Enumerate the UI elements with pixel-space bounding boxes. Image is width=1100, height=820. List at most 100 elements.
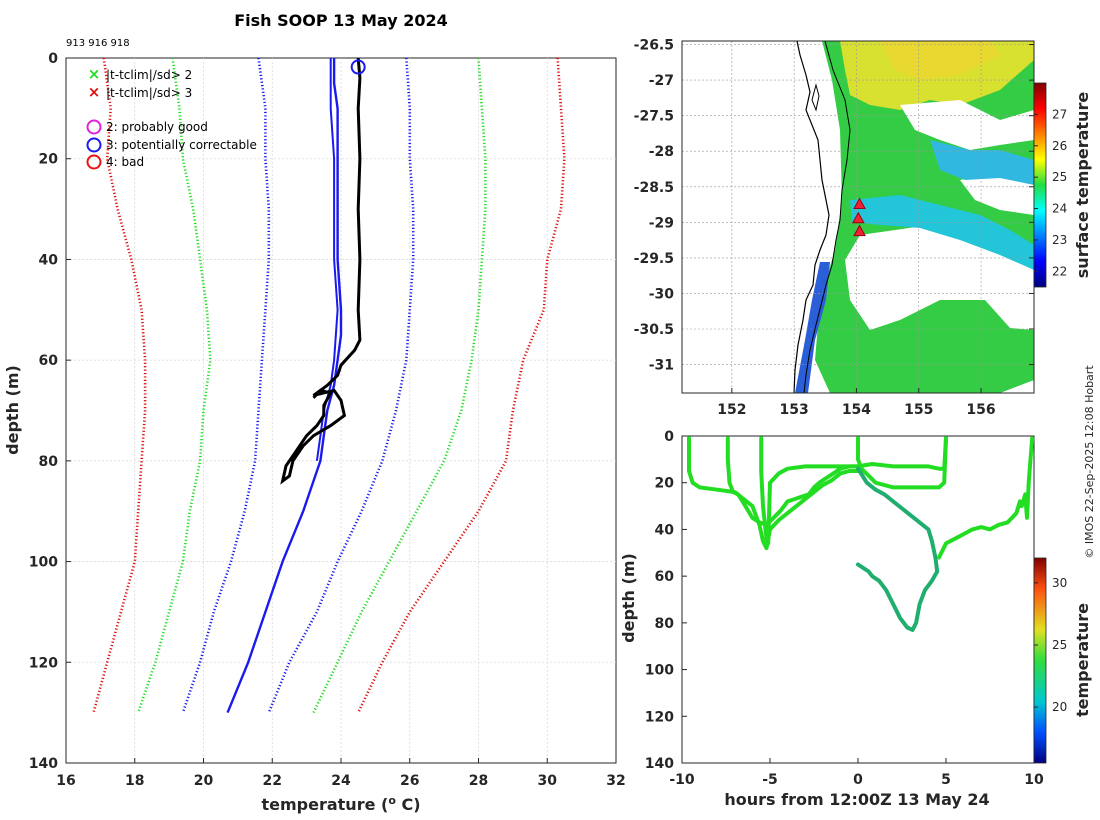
x-tick-label: -10 xyxy=(669,772,695,788)
colorbar-tick-label: 25 xyxy=(1052,638,1067,652)
track-dive-4 xyxy=(856,436,948,490)
y-tick-label: 100 xyxy=(29,555,58,571)
x-tick-label: 22 xyxy=(263,773,282,789)
figure-title: Fish SOOP 13 May 2024 xyxy=(234,11,448,30)
legend-item: 4: bad xyxy=(86,154,144,170)
shelf-contour xyxy=(803,40,851,394)
track-y-label: depth (m) xyxy=(619,553,638,643)
x-tick-label: 154 xyxy=(842,402,871,418)
y-tick-label: 40 xyxy=(39,252,59,268)
cloud-gap xyxy=(900,100,1034,150)
x-tick-label: 18 xyxy=(125,773,144,789)
blue-circle-icon xyxy=(86,137,102,153)
profile-grid xyxy=(66,58,616,763)
y-tick-label: 60 xyxy=(655,569,675,585)
temperature-colorbar xyxy=(1033,557,1047,764)
x-tick-label: -5 xyxy=(762,772,778,788)
track-dive-3 xyxy=(759,436,948,546)
track-x-label: hours from 12:00Z 13 May 24 xyxy=(724,790,989,809)
x-tick-label: 0 xyxy=(853,772,863,788)
y-tick-label: -27.5 xyxy=(634,109,674,125)
x-tick-label: 30 xyxy=(538,773,558,789)
legend-label: 4: bad xyxy=(106,155,144,169)
y-tick-label: -28 xyxy=(649,144,674,160)
legend-item: 2: probably good xyxy=(86,119,208,135)
colorbar-tick-label: 30 xyxy=(1052,576,1067,590)
series-clim-2sd xyxy=(312,57,487,714)
y-tick-label: 80 xyxy=(655,616,675,632)
green-x-icon: × xyxy=(88,65,101,83)
sst-colorbar-label: surface temperature xyxy=(1073,92,1092,279)
profile-legend: × |t-tclim|/sd> 2 × |t-tclim|/sd> 3 2: p… xyxy=(86,65,257,170)
x-tick-label: 28 xyxy=(469,773,488,789)
series-observed xyxy=(280,57,362,485)
legend-label: |t-tclim|/sd> 2 xyxy=(106,68,192,82)
y-tick-label: 80 xyxy=(39,454,59,470)
y-tick-label: -26.5 xyxy=(634,38,674,54)
y-tick-label: 120 xyxy=(645,709,674,725)
x-tick-label: 20 xyxy=(194,773,214,789)
y-tick-label: -28.5 xyxy=(634,180,674,196)
y-tick-label: 0 xyxy=(48,51,58,67)
track-plot-area xyxy=(681,435,1035,764)
temperature-colorbar-ticks: 20 25 30 xyxy=(1034,576,1067,714)
y-tick-label: 140 xyxy=(29,756,58,772)
series-clim-3sd xyxy=(357,57,566,714)
legend-label: 3: potentially correctable xyxy=(106,138,257,152)
x-tick-label: 156 xyxy=(966,402,995,418)
colorbar-tick-label: 26 xyxy=(1052,139,1067,153)
colorbar-tick-label: 23 xyxy=(1052,233,1067,247)
y-tick-label: 120 xyxy=(29,655,58,671)
x-tick-label: 16 xyxy=(56,773,75,789)
sst-hot-core xyxy=(880,41,1000,80)
profile-y-label: depth (m) xyxy=(3,365,22,455)
map-grid xyxy=(682,41,1034,393)
magenta-circle-icon xyxy=(86,119,102,135)
coastal-cold-strip xyxy=(795,262,830,393)
red-x-icon: × xyxy=(88,83,101,101)
y-tick-label: 60 xyxy=(39,353,59,369)
track-tail xyxy=(937,436,1035,560)
temperature-colorbar-label: temperature xyxy=(1073,603,1092,717)
sst-colorbar-ticks: 22 23 24 25 26 27 xyxy=(1034,107,1067,278)
cloud-gap xyxy=(845,225,1034,330)
y-tick-label: 40 xyxy=(655,522,675,538)
y-tick-label: 20 xyxy=(39,152,59,168)
x-tick-label: 24 xyxy=(331,773,351,789)
series-clim-3sd xyxy=(92,57,147,713)
series-clim-1sd xyxy=(267,57,415,714)
x-tick-label: 26 xyxy=(400,773,419,789)
x-tick-label: 153 xyxy=(780,402,809,418)
x-tick-label: 5 xyxy=(941,772,951,788)
track-dive-2 xyxy=(725,436,860,527)
colorbar-tick-label: 25 xyxy=(1052,170,1067,184)
cruise-ids: 913 916 918 xyxy=(66,38,130,49)
y-tick-label: -27 xyxy=(649,73,674,89)
y-tick-label: -30.5 xyxy=(634,322,674,338)
legend-item: × |t-tclim|/sd> 3 xyxy=(88,83,192,101)
profile-x-label: temperature (o C) xyxy=(261,794,420,815)
colorbar-tick-label: 22 xyxy=(1052,264,1067,278)
series-clim-mean xyxy=(226,58,343,714)
legend-label: 2: probably good xyxy=(106,120,208,134)
station-markers xyxy=(851,197,866,237)
colorbar-tick-label: 20 xyxy=(1052,700,1067,714)
x-tick-label: 152 xyxy=(717,402,746,418)
colorbar-tick-label: 24 xyxy=(1052,202,1067,216)
land xyxy=(682,41,820,393)
island-outline xyxy=(811,83,820,112)
y-tick-label: -31 xyxy=(649,358,674,374)
colorbar-tick-label: 27 xyxy=(1052,107,1067,121)
legend-item: × |t-tclim|/sd> 2 xyxy=(88,65,192,83)
series-clim-1sd xyxy=(181,57,271,714)
y-tick-label: 20 xyxy=(655,476,675,492)
red-circle-icon xyxy=(86,154,102,170)
station-triangle-icon xyxy=(851,211,865,224)
legend-label: |t-tclim|/sd> 3 xyxy=(106,86,192,100)
station-triangle-icon xyxy=(853,197,866,210)
map-ticks: 152 153 154 155 156 -26.5 -27 -27.5 -28 -28.5 -29 -… xyxy=(634,38,1034,418)
credit-text: © IMOS 22-Sep-2025 12:08 Hobart xyxy=(1083,365,1096,559)
